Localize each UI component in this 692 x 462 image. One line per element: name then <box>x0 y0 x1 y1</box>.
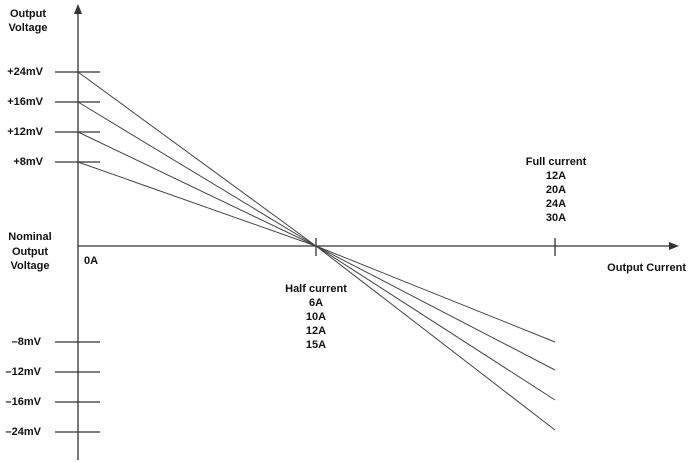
level-label: +12mV <box>7 126 43 138</box>
half-current-value: 15A <box>306 339 326 351</box>
half-current-value: 6A <box>309 297 323 309</box>
level-ticks <box>55 71 556 433</box>
nominal-label: Output <box>12 246 48 258</box>
level-label: –12mV <box>6 366 42 378</box>
y-axis-label: Voltage <box>9 22 48 34</box>
full-current-title: Full current <box>526 156 587 168</box>
nominal-label: Voltage <box>11 260 50 272</box>
half-current-value: 10A <box>306 311 326 323</box>
x-axis-arrow <box>669 242 679 250</box>
zero-current-label: 0A <box>84 255 98 267</box>
y-axis-label: Output <box>10 8 46 20</box>
nominal-label: Nominal <box>8 231 51 243</box>
level-label: –24mV <box>6 426 42 438</box>
full-current-value: 24A <box>546 198 566 210</box>
y-axis-arrow <box>74 4 82 14</box>
level-label: +16mV <box>7 96 43 108</box>
level-label: +24mV <box>7 66 43 78</box>
regulation-line <box>77 161 556 343</box>
x-axis-label: Output Current <box>607 262 686 274</box>
level-label: –8mV <box>12 336 42 348</box>
level-label: +8mV <box>13 156 43 168</box>
level-label: –16mV <box>6 396 42 408</box>
full-current-value: 12A <box>546 170 566 182</box>
full-current-value: 30A <box>546 212 566 224</box>
full-current-value: 20A <box>546 184 566 196</box>
half-current-value: 12A <box>306 325 326 337</box>
half-current-title: Half current <box>285 283 347 295</box>
